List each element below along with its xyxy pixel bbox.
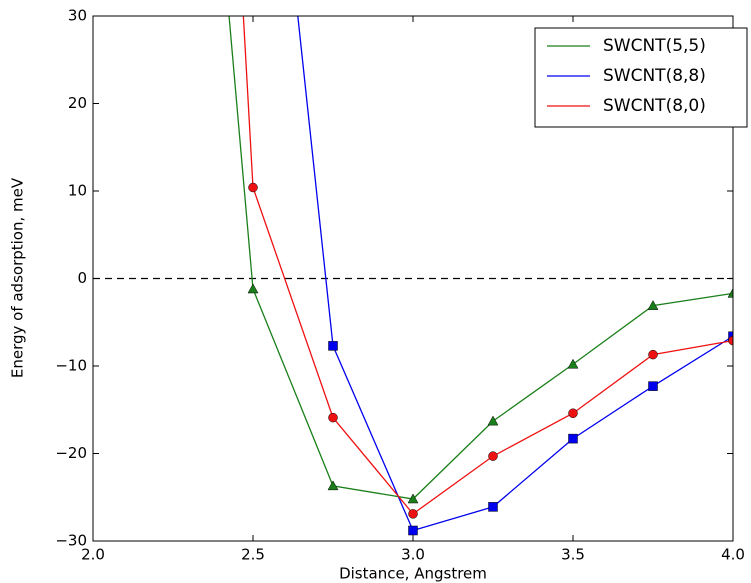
marker — [648, 349, 658, 360]
marker — [247, 283, 259, 294]
marker — [568, 408, 578, 418]
marker — [408, 509, 418, 519]
plot-frame — [92, 15, 734, 542]
series-line — [242, 16, 733, 515]
marker — [728, 335, 733, 346]
marker — [647, 300, 659, 310]
marker — [488, 502, 498, 512]
legend-label: SWCNT(8,0) — [603, 96, 706, 116]
y-tick-label: −10 — [55, 357, 87, 375]
series-line — [228, 16, 733, 500]
x-tick-label: 2.0 — [81, 546, 105, 564]
marker — [487, 415, 499, 426]
y-axis-label: Energy of adsorption, meV — [9, 177, 27, 378]
x-tick-label: 2.5 — [241, 546, 265, 564]
y-tick-label: 0 — [77, 269, 87, 287]
marker — [488, 451, 498, 461]
marker — [328, 412, 338, 423]
x-tick-label: 4.0 — [721, 546, 745, 564]
x-axis-label: Distance, Angstrem — [339, 565, 487, 583]
marker — [248, 182, 258, 193]
y-tick-label: 20 — [68, 94, 87, 112]
marker — [328, 341, 338, 351]
y-tick-label: 10 — [68, 182, 87, 200]
y-tick-label: 30 — [68, 7, 87, 25]
legend-box — [534, 27, 748, 128]
legend-label: SWCNT(8,8) — [603, 66, 706, 86]
x-tick-label: 3.0 — [401, 546, 425, 564]
x-tick-label: 3.5 — [561, 546, 585, 564]
plot-area — [228, 16, 733, 536]
marker — [648, 381, 658, 391]
marker — [327, 480, 339, 491]
marker — [408, 525, 418, 536]
y-tick-label: −20 — [55, 444, 87, 462]
y-tick-label: −30 — [55, 532, 87, 550]
marker — [568, 433, 578, 444]
legend-label: SWCNT(5,5) — [603, 36, 706, 56]
marker — [407, 493, 419, 504]
marker — [727, 287, 733, 298]
marker — [728, 331, 733, 341]
marker — [567, 358, 579, 369]
